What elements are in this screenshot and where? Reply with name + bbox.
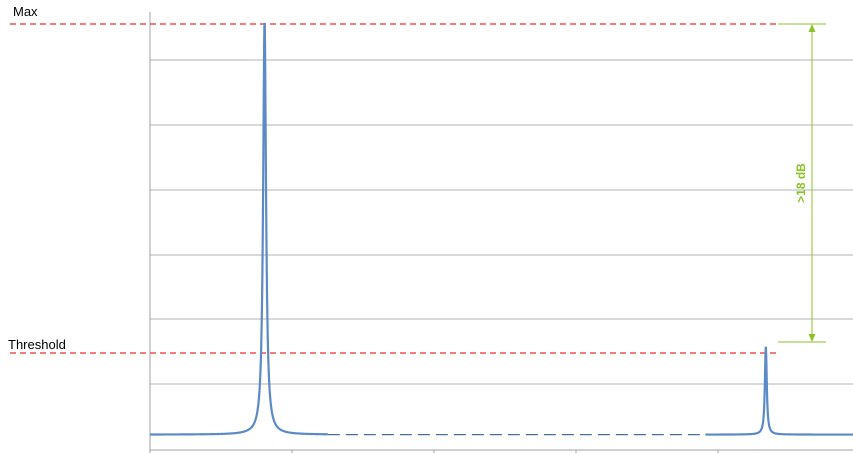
grid-lines bbox=[150, 59, 853, 385]
annotation-arrowhead-up bbox=[808, 24, 816, 32]
signal-trace-left bbox=[150, 22, 328, 436]
annotation-arrowhead-down bbox=[808, 334, 816, 342]
threshold-label: Threshold bbox=[8, 337, 66, 352]
series-group bbox=[150, 22, 853, 436]
annotation-group: >18 dB bbox=[778, 23, 826, 343]
annotation-label: >18 dB bbox=[794, 163, 808, 203]
axes bbox=[149, 12, 853, 453]
signal-trace-right bbox=[705, 346, 853, 436]
reference-lines bbox=[10, 23, 778, 354]
max-label: Max bbox=[13, 4, 38, 19]
